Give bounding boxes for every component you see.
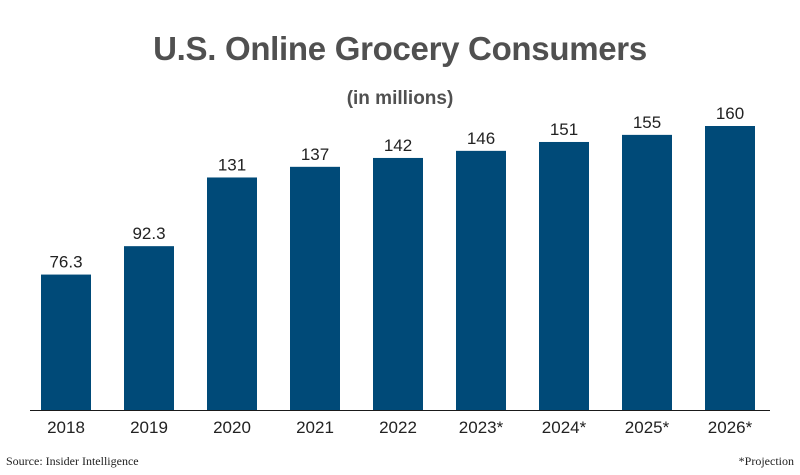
bars-group [41, 126, 755, 410]
bar-2025 [622, 134, 672, 410]
bar-2018 [41, 274, 91, 410]
x-tick-labels-group: 2018 2019 2020 2021 2022 2023* 2024* 2025* 2026* [47, 418, 753, 437]
x-tick-label-2022: 2022 [379, 418, 417, 437]
value-label-2026: 160 [716, 104, 744, 123]
chart-subtitle: (in millions) [346, 88, 454, 109]
bar-2019 [124, 246, 174, 410]
x-tick-label-2021: 2021 [296, 418, 334, 437]
bar-2020 [207, 177, 257, 410]
x-tick-label-2026: 2026* [708, 418, 753, 437]
value-label-2018: 76.3 [49, 253, 82, 272]
bar-2026 [705, 126, 755, 410]
x-tick-label-2018: 2018 [47, 418, 85, 437]
value-label-2025: 155 [633, 113, 661, 132]
projection-note: *Projection [738, 454, 794, 468]
x-tick-label-2025: 2025* [625, 418, 670, 437]
bar-2021 [290, 166, 340, 410]
source-note: Source: Insider Intelligence [6, 454, 139, 468]
bar-2022 [373, 157, 423, 410]
x-tick-label-2023: 2023* [459, 418, 504, 437]
value-label-2022: 142 [384, 136, 412, 155]
x-tick-label-2020: 2020 [213, 418, 251, 437]
value-label-2021: 137 [301, 145, 329, 164]
value-label-2020: 131 [218, 155, 246, 174]
chart-title: U.S. Online Grocery Consumers [153, 30, 647, 67]
bar-2023 [456, 150, 506, 410]
bar-2024 [539, 141, 589, 410]
x-tick-label-2019: 2019 [130, 418, 168, 437]
value-label-2019: 92.3 [132, 224, 165, 243]
value-label-2023: 146 [467, 129, 495, 148]
x-tick-label-2024: 2024* [542, 418, 587, 437]
value-labels-group: 76.3 92.3 131 137 142 146 151 155 160 [49, 104, 744, 272]
value-label-2024: 151 [550, 120, 578, 139]
